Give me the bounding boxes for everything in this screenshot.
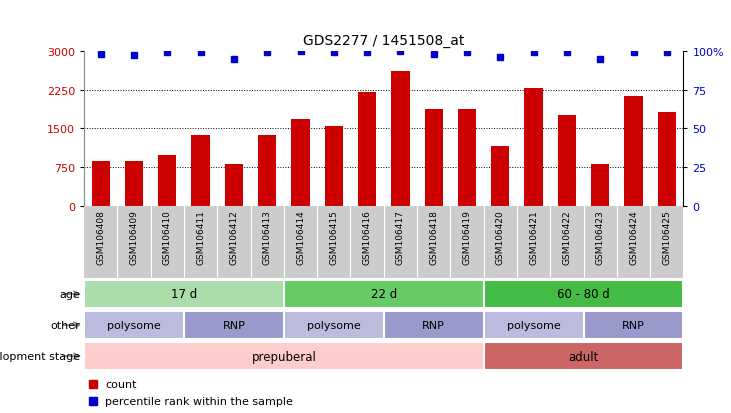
Text: GSM106421: GSM106421	[529, 210, 538, 265]
Text: other: other	[50, 320, 80, 330]
Text: RNP: RNP	[622, 320, 645, 330]
Bar	[284, 311, 384, 339]
Text: age: age	[59, 289, 80, 299]
Text: 22 d: 22 d	[371, 288, 397, 301]
Bar	[91, 161, 110, 206]
Bar	[224, 164, 243, 206]
Text: polysome: polysome	[507, 320, 561, 330]
Bar	[658, 113, 676, 206]
Text: GSM106417: GSM106417	[396, 210, 405, 265]
Text: GSM106418: GSM106418	[429, 210, 438, 265]
Text: GSM106423: GSM106423	[596, 210, 605, 265]
Text: 17 d: 17 d	[171, 288, 197, 301]
Bar	[484, 342, 683, 370]
Bar	[158, 156, 176, 206]
Text: percentile rank within the sample: percentile rank within the sample	[105, 396, 293, 406]
Bar	[425, 110, 443, 206]
Bar	[524, 89, 543, 206]
Bar	[184, 311, 284, 339]
Text: development stage: development stage	[0, 351, 80, 361]
Text: adult: adult	[569, 350, 599, 363]
Bar	[192, 135, 210, 206]
Bar	[284, 280, 484, 308]
Bar	[384, 311, 484, 339]
Text: 60 - 80 d: 60 - 80 d	[557, 288, 610, 301]
Bar	[484, 311, 583, 339]
Text: GSM106414: GSM106414	[296, 210, 305, 265]
Bar	[258, 135, 276, 206]
Text: GSM106415: GSM106415	[330, 210, 338, 265]
Bar	[292, 120, 310, 206]
Text: GSM106412: GSM106412	[230, 210, 238, 265]
Text: count: count	[105, 379, 137, 389]
Title: GDS2277 / 1451508_at: GDS2277 / 1451508_at	[303, 34, 464, 48]
Text: GSM106413: GSM106413	[262, 210, 272, 265]
Text: polysome: polysome	[107, 320, 161, 330]
Bar	[491, 147, 510, 206]
Text: RNP: RNP	[423, 320, 445, 330]
Bar	[84, 280, 284, 308]
Text: GSM106410: GSM106410	[163, 210, 172, 265]
Bar	[391, 72, 409, 206]
Text: GSM106408: GSM106408	[96, 210, 105, 265]
Bar	[458, 110, 476, 206]
Text: prepuberal: prepuberal	[251, 350, 317, 363]
Bar	[591, 164, 610, 206]
Bar	[84, 342, 484, 370]
Text: GSM106416: GSM106416	[363, 210, 371, 265]
Bar	[583, 311, 683, 339]
Bar	[358, 93, 376, 206]
Bar	[558, 116, 576, 206]
Text: RNP: RNP	[222, 320, 246, 330]
Text: GSM106422: GSM106422	[562, 210, 572, 265]
Bar	[484, 280, 683, 308]
Bar	[325, 127, 343, 206]
Text: GSM106424: GSM106424	[629, 210, 638, 265]
Bar	[125, 162, 143, 206]
Text: polysome: polysome	[307, 320, 360, 330]
Text: GSM106425: GSM106425	[662, 210, 671, 265]
Text: GSM106419: GSM106419	[463, 210, 471, 265]
Bar	[84, 311, 184, 339]
Text: GSM106409: GSM106409	[129, 210, 138, 265]
Text: GSM106411: GSM106411	[196, 210, 205, 265]
Bar	[624, 97, 643, 206]
Text: GSM106420: GSM106420	[496, 210, 505, 265]
